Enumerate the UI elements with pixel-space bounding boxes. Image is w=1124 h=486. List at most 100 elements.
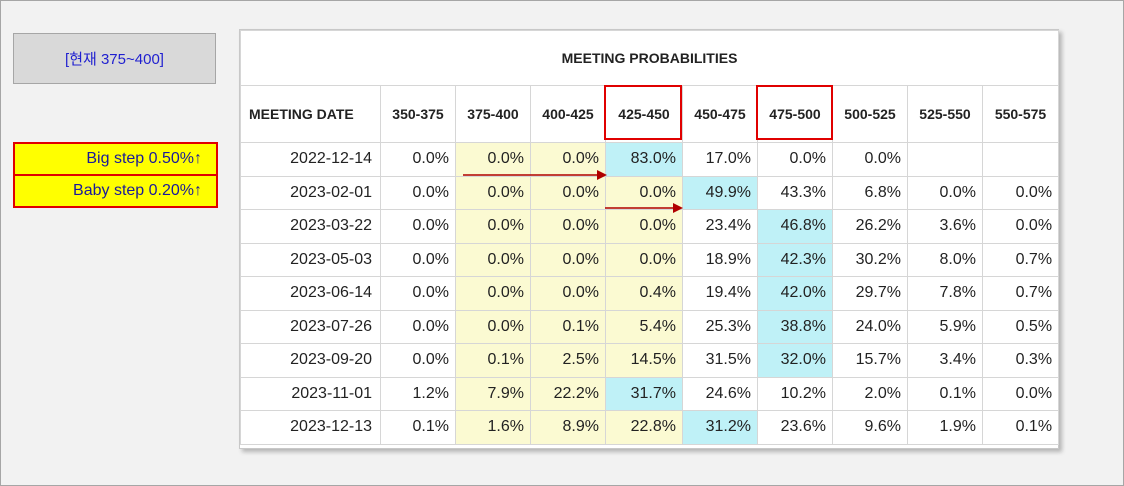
probability-cell: 0.0% (907, 175, 983, 210)
probability-cell: 5.9% (907, 309, 983, 344)
table-row: 2023-07-26 0.0% 0.0% 0.1% 5.4% 25.3% 38.8% 24.0… (240, 309, 1060, 344)
probability-cell: 0.7% (981, 242, 1060, 277)
table-row: 2023-03-22 0.0% 0.0% 0.0% 0.0% 23.4% 46.8% 26.2… (240, 209, 1060, 244)
probability-cell: 30.2% (832, 242, 908, 277)
probability-cell: 0.0% (757, 142, 833, 177)
probability-cell: 3.6% (907, 209, 983, 244)
probability-cell: 0.0% (455, 309, 531, 344)
column-header: 400-425 (530, 85, 606, 143)
probability-cell: 0.0% (530, 242, 606, 277)
probability-cell: 0.0% (380, 209, 456, 244)
probability-cell: 0.0% (380, 142, 456, 177)
baby-step-label: Baby step 0.20%↑ (13, 174, 218, 208)
probability-cell: 22.2% (530, 376, 606, 411)
probability-cell: 2.0% (832, 376, 908, 411)
probability-cell: 0.0% (530, 175, 606, 210)
probability-cell: 0.0% (380, 343, 456, 378)
table-row: 2022-12-14 0.0% 0.0% 0.0% 83.0% 17.0% 0.0% 0.0% (240, 142, 1060, 177)
column-header: MEETING DATE (240, 85, 381, 143)
probability-cell: 0.1% (530, 309, 606, 344)
table-row: 2023-12-13 0.1% 1.6% 8.9% 22.8% 31.2% 23.6% 9.6… (240, 410, 1060, 445)
probability-cell: 15.7% (832, 343, 908, 378)
probability-cell: 26.2% (832, 209, 908, 244)
probability-cell: 0.0% (455, 209, 531, 244)
probability-cell: 19.4% (682, 276, 758, 311)
column-header: 550-575 (981, 85, 1060, 143)
meeting-date-cell: 2023-12-13 (240, 410, 381, 445)
column-header: 425-450 (605, 85, 683, 143)
probability-cell: 3.4% (907, 343, 983, 378)
meeting-date-cell: 2023-07-26 (240, 309, 381, 344)
table-row: 2023-11-01 1.2% 7.9% 22.2% 31.7% 24.6% 10.2% 2.… (240, 376, 1060, 411)
meeting-date-cell: 2023-02-01 (240, 175, 381, 210)
probability-cell: 29.7% (832, 276, 908, 311)
probability-cell: 31.7% (605, 376, 683, 411)
meeting-probabilities-table: MEETING PROBABILITIES MEETING DATE 350-3… (239, 29, 1060, 449)
table-row: 2023-09-20 0.0% 0.1% 2.5% 14.5% 31.5% 32.0% 15.… (240, 343, 1060, 378)
probability-cell: 31.2% (682, 410, 758, 445)
probability-cell: 6.8% (832, 175, 908, 210)
column-header: 475-500 (757, 85, 833, 143)
probability-cell: 0.5% (981, 309, 1060, 344)
probability-cell: 10.2% (757, 376, 833, 411)
probability-cell: 32.0% (757, 343, 833, 378)
probability-cell: 0.0% (455, 142, 531, 177)
probability-cell: 7.9% (455, 376, 531, 411)
meeting-date-cell: 2023-11-01 (240, 376, 381, 411)
current-range-label: [현재 375~400] (13, 33, 216, 84)
probability-cell: 23.4% (682, 209, 758, 244)
meeting-date-cell: 2023-06-14 (240, 276, 381, 311)
probability-cell: 14.5% (605, 343, 683, 378)
probability-cell: 0.0% (455, 242, 531, 277)
probability-cell: 22.8% (605, 410, 683, 445)
probability-cell: 0.1% (981, 410, 1060, 445)
table-row: 2023-05-03 0.0% 0.0% 0.0% 0.0% 18.9% 42.3% 30.2… (240, 242, 1060, 277)
probability-cell: 0.0% (981, 376, 1060, 411)
probability-cell: 49.9% (682, 175, 758, 210)
probability-cell: 42.3% (757, 242, 833, 277)
probability-cell: 1.9% (907, 410, 983, 445)
probability-cell: 0.4% (605, 276, 683, 311)
probability-cell (907, 142, 983, 177)
table-title: MEETING PROBABILITIES (239, 30, 1060, 86)
column-header: 450-475 (682, 85, 758, 143)
probability-cell: 83.0% (605, 142, 683, 177)
probability-cell: 9.6% (832, 410, 908, 445)
probability-cell: 25.3% (682, 309, 758, 344)
probability-cell: 18.9% (682, 242, 758, 277)
column-header-row: MEETING DATE 350-375 375-400 400-425 425… (240, 85, 1060, 143)
probability-cell: 0.1% (907, 376, 983, 411)
probability-cell: 0.0% (455, 175, 531, 210)
probability-cell: 0.0% (530, 276, 606, 311)
probability-cell: 42.0% (757, 276, 833, 311)
probability-cell: 24.6% (682, 376, 758, 411)
probability-cell: 0.3% (981, 343, 1060, 378)
probability-cell: 0.0% (605, 242, 683, 277)
probability-cell: 0.0% (530, 142, 606, 177)
probability-cell (981, 142, 1060, 177)
probability-cell: 1.2% (380, 376, 456, 411)
big-step-label: Big step 0.50%↑ (13, 142, 218, 176)
meeting-date-cell: 2022-12-14 (240, 142, 381, 177)
table-row: 2023-06-14 0.0% 0.0% 0.0% 0.4% 19.4% 42.0% 29.7… (240, 276, 1060, 311)
probability-cell: 7.8% (907, 276, 983, 311)
probability-cell: 0.0% (981, 175, 1060, 210)
probability-cell: 46.8% (757, 209, 833, 244)
probability-cell: 5.4% (605, 309, 683, 344)
probability-cell: 0.1% (380, 410, 456, 445)
column-header: 375-400 (455, 85, 531, 143)
probability-cell: 24.0% (832, 309, 908, 344)
column-header: 350-375 (380, 85, 456, 143)
probability-cell: 0.0% (380, 309, 456, 344)
probability-cell: 2.5% (530, 343, 606, 378)
probability-cell: 0.0% (605, 175, 683, 210)
table-row: 2023-02-01 0.0% 0.0% 0.0% 0.0% 49.9% 43.3% 6.8%… (240, 175, 1060, 210)
probability-cell: 8.9% (530, 410, 606, 445)
column-header: 525-550 (907, 85, 983, 143)
probability-cell: 17.0% (682, 142, 758, 177)
probability-cell: 0.0% (530, 209, 606, 244)
probability-cell: 0.7% (981, 276, 1060, 311)
probability-cell: 0.0% (981, 209, 1060, 244)
probability-cell: 0.0% (605, 209, 683, 244)
